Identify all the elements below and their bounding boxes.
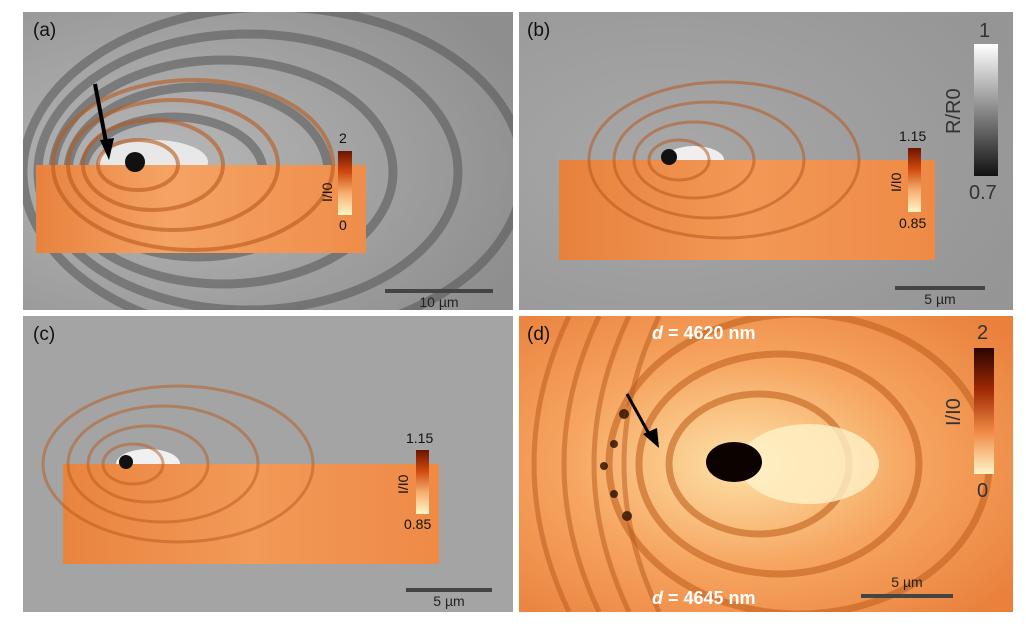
panel-a-scalebar [385, 289, 493, 293]
panel-a-cbar-max: 2 [339, 130, 347, 146]
panel-b-cbar-min: 0.85 [899, 215, 927, 231]
panel-d-scalebar-label: 5 µm [891, 574, 923, 590]
panel-d-thickness-top-value: = 4620 nm [663, 323, 756, 343]
panel-d-thickness-bottom: d = 4645 nm [652, 588, 756, 609]
panel-b-gray-min: 0.7 [969, 182, 997, 204]
panel-b-scalebar-label: 5 µm [924, 291, 956, 307]
panel-d-image [519, 316, 1013, 612]
panel-d-cbar-max: 2 [977, 322, 989, 344]
panel-d-thickness-bottom-var: d [652, 588, 663, 608]
panel-d-scalebar [861, 594, 953, 598]
panel-c: (c) 1.15 0.85 I/I0 5 µm [23, 316, 513, 612]
panel-b-cbar-axis: I/I0 [888, 172, 904, 192]
panel-b-colorbar [908, 148, 921, 212]
panel-a-scalebar-label: 10 µm [419, 294, 459, 310]
panel-c-cbar-min: 0.85 [404, 516, 432, 532]
panel-c-scalebar-label: 5 µm [433, 593, 465, 609]
panel-a-cbar-min: 0 [339, 217, 347, 233]
panel-d-colorbar [974, 348, 994, 474]
panel-c-cbar-axis: I/I0 [395, 474, 411, 494]
panel-b-scalebar [895, 286, 985, 290]
panel-d-thickness-bottom-value: = 4645 nm [663, 588, 756, 608]
panel-d: (d) d = 4620 nm d = 4645 nm 2 0 I/I0 5 µ… [519, 316, 1013, 612]
panel-d-cbar-min: 0 [977, 480, 989, 502]
panel-b-cbar-max: 1.15 [899, 128, 927, 144]
panel-a-image [23, 12, 513, 310]
panel-a-colorbar [338, 151, 352, 215]
panel-a-cbar-axis: I/I0 [319, 182, 335, 202]
panel-b-gray-axis: R/R0 [943, 88, 965, 134]
panel-c-label: (c) [33, 324, 56, 345]
panel-d-cbar-axis: I/I0 [943, 398, 965, 426]
panel-c-image [23, 316, 513, 612]
panel-b-gray-max: 1 [979, 20, 991, 42]
panel-c-scalebar [406, 588, 492, 592]
panel-b-image [519, 12, 1013, 310]
panel-a: (a) 2 0 I/I0 10 µm [23, 12, 513, 310]
panel-c-colorbar [416, 450, 429, 514]
panel-b: (b) 1.15 0.85 I/I0 1 0.7 R/R0 5 µm [519, 12, 1013, 310]
panel-d-thickness-top: d = 4620 nm [652, 323, 756, 344]
panel-b-gray-colorbar [974, 44, 998, 176]
panel-a-label: (a) [33, 20, 57, 41]
panel-d-thickness-top-var: d [652, 323, 663, 343]
panel-d-label: (d) [527, 324, 551, 345]
panel-c-cbar-max: 1.15 [406, 430, 434, 446]
panel-b-label: (b) [527, 20, 551, 41]
